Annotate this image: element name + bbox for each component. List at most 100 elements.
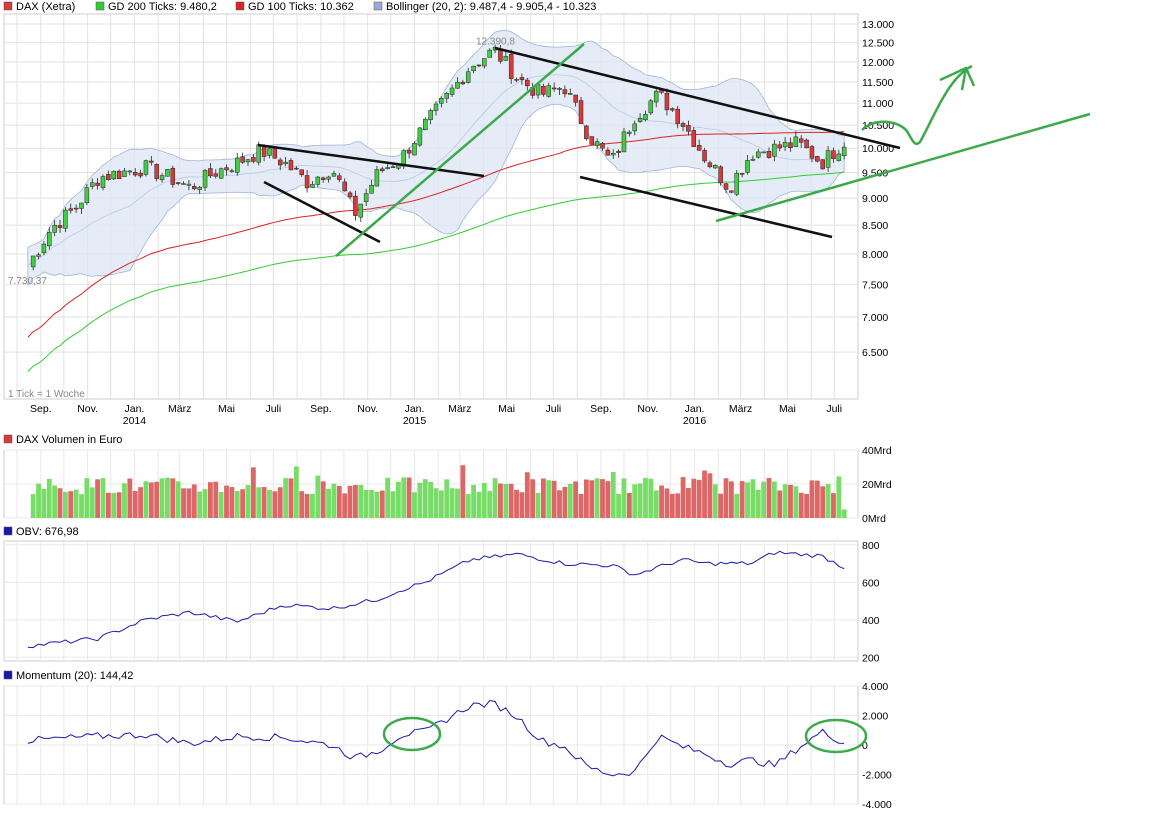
candle-up <box>165 169 170 177</box>
candle-up <box>30 255 36 268</box>
volume-bar-down <box>208 482 213 518</box>
candle-down <box>831 150 836 159</box>
volume-bar-up <box>197 491 203 518</box>
candle-up <box>782 141 788 148</box>
candle-down <box>691 130 697 147</box>
volume-bar-down <box>809 480 815 518</box>
candle-up <box>557 88 562 90</box>
volume-tick-label: 40Mrd <box>862 445 892 457</box>
candle-up <box>186 183 192 186</box>
volume-y-ticks: 40Mrd 20Mrd 0Mrd <box>862 445 892 525</box>
volume-bar-down <box>95 479 101 518</box>
candle-up <box>218 168 224 179</box>
candle-up <box>229 170 235 172</box>
volume-bar-down <box>261 487 267 518</box>
price-tick-label: 11.500 <box>862 77 893 89</box>
volume-bar-down <box>320 481 326 518</box>
candle-up <box>122 170 127 177</box>
candle-up <box>745 160 750 173</box>
volume-bar-up <box>825 484 831 518</box>
tick-note: 1 Tick = 1 Woche <box>8 389 85 400</box>
volume-bar-up <box>358 484 364 518</box>
volume-bar-up <box>143 481 149 518</box>
obv-tick-label: 200 <box>862 652 880 664</box>
price-tick-label: 13.000 <box>862 19 894 31</box>
candle-down <box>519 77 525 80</box>
trendline-black <box>257 143 485 178</box>
volume-bar-up <box>455 488 460 518</box>
volume-bar-down <box>541 478 546 518</box>
candle-down <box>342 181 347 192</box>
candle-down <box>154 164 159 179</box>
volume-bar-up <box>267 489 272 518</box>
candle-up <box>63 209 68 229</box>
candle-up <box>428 110 433 120</box>
candle-up <box>471 65 476 71</box>
volume-bar-up <box>637 483 643 518</box>
high-label: 12.390,8 <box>476 37 515 48</box>
volume-bar-up <box>428 481 434 518</box>
volume-bar-down <box>68 491 74 518</box>
candle-up <box>627 131 632 134</box>
candle-up <box>202 170 208 188</box>
momentum-circle-left <box>382 716 442 752</box>
volume-bar-up <box>30 494 36 518</box>
candle-down <box>616 150 621 153</box>
volume-bar-down <box>250 467 256 518</box>
volume-bar-up <box>89 487 95 518</box>
candle-up <box>648 100 654 114</box>
candle-down <box>525 79 530 87</box>
candle-down <box>208 168 213 177</box>
volume-bar-up <box>41 488 47 518</box>
trendline-black <box>263 180 381 244</box>
price-y-ticks: 13.00012.50012.00011.50011.00010.50010.0… <box>862 19 894 359</box>
legend-swatch <box>235 1 245 11</box>
candle-down <box>304 175 310 189</box>
candle-down <box>680 123 686 127</box>
volume-bar-down <box>406 477 412 518</box>
candle-up <box>181 183 186 185</box>
candle-down <box>696 145 702 151</box>
volume-bars <box>30 465 847 518</box>
price-tick-label: 11.000 <box>862 98 893 110</box>
volume-bar-down <box>680 477 686 518</box>
candle-down <box>347 192 353 198</box>
forecast-arrow-head <box>939 66 976 91</box>
volume-bar-up <box>374 491 380 518</box>
volume-bar-down <box>148 482 154 518</box>
volume-bar-down <box>191 484 197 518</box>
volume-bar-up <box>385 477 391 518</box>
candle-up <box>772 143 777 157</box>
volume-bar-up <box>594 478 600 518</box>
candle-up <box>761 151 766 154</box>
candle-up <box>594 141 600 146</box>
candle-down <box>116 170 122 179</box>
volume-bar-up <box>234 491 240 518</box>
candle-up <box>444 93 449 99</box>
volume-bar-up <box>73 489 79 518</box>
momentum-grid <box>4 685 858 805</box>
volume-bar-up <box>293 466 299 518</box>
price-tick-label: 9.000 <box>862 193 888 205</box>
candle-down <box>192 186 197 190</box>
volume-bar-down <box>739 481 745 518</box>
price-tick-label: 7.500 <box>862 279 888 291</box>
volume-bar-down <box>132 491 138 518</box>
month-label: Juli <box>826 403 842 415</box>
volume-bar-up <box>395 481 401 518</box>
volume-bar-down <box>277 487 283 518</box>
month-label: Nov. <box>637 403 658 415</box>
trendline-black <box>579 175 833 239</box>
candle-up <box>385 167 390 169</box>
volume-bar-down <box>272 491 278 518</box>
volume-bar-up <box>755 489 761 518</box>
candle-up <box>422 118 428 130</box>
month-label: Sep. <box>30 403 52 415</box>
candle-up <box>256 144 261 163</box>
volume-bar-up <box>771 481 777 518</box>
volume-bar-up <box>100 478 106 518</box>
volume-bar-up <box>310 493 315 518</box>
bollinger-fill <box>27 29 845 287</box>
bollinger-mid <box>27 74 845 267</box>
